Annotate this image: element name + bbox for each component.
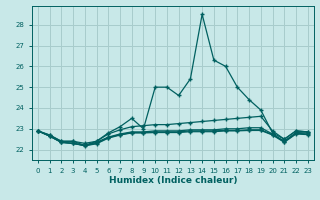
X-axis label: Humidex (Indice chaleur): Humidex (Indice chaleur) (108, 176, 237, 185)
